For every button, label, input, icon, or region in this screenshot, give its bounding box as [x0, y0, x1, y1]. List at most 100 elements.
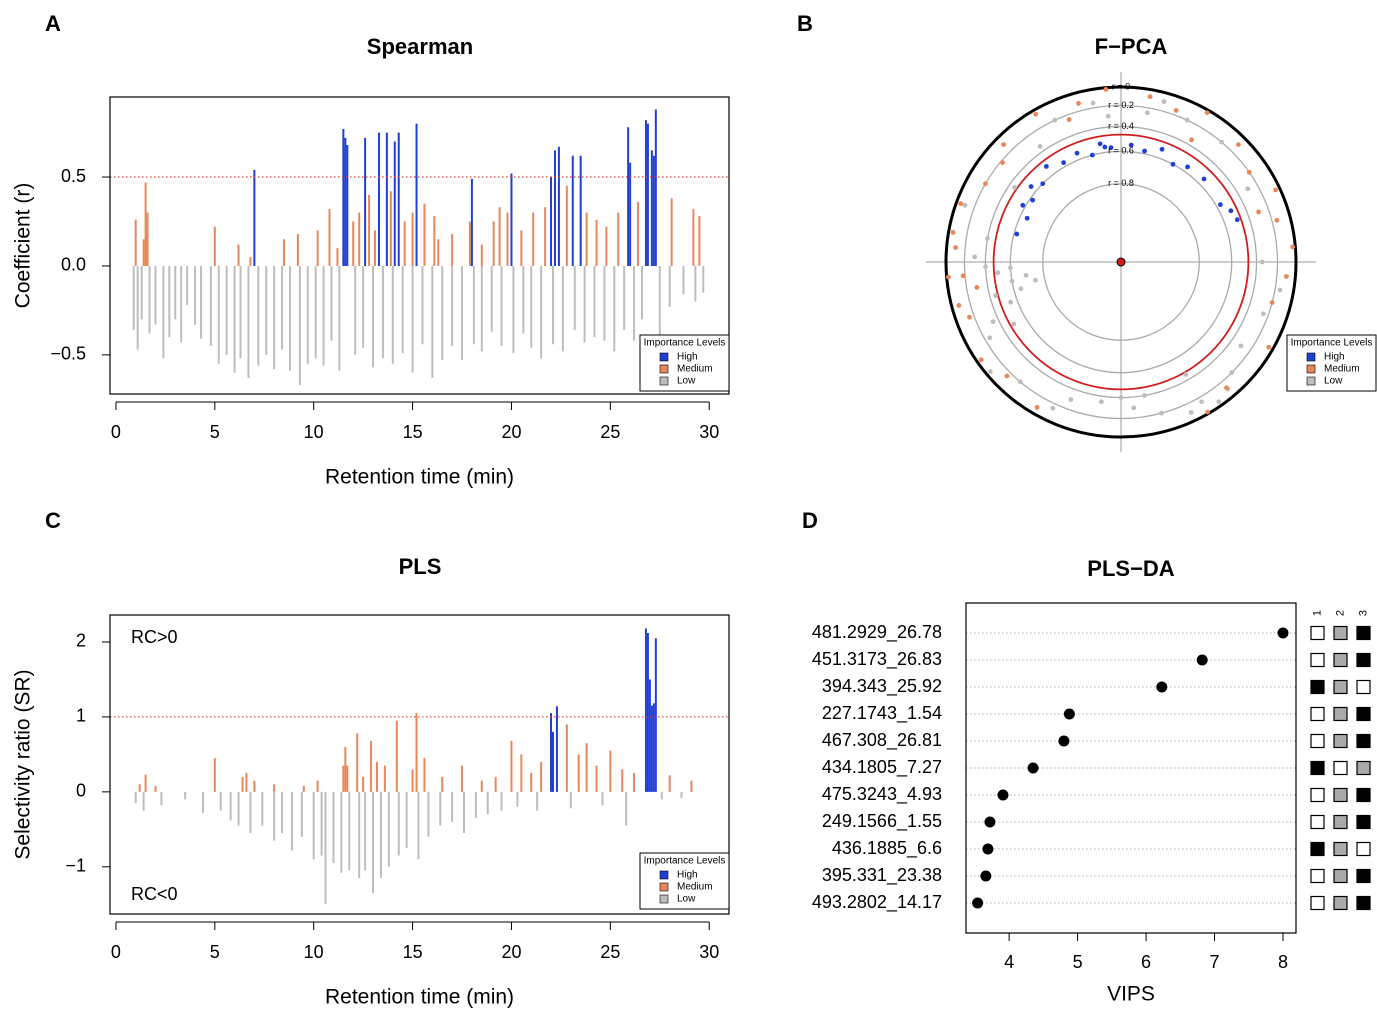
- point: [1246, 169, 1252, 175]
- category-label: 481.2929_26.78: [812, 622, 942, 643]
- heat-column-label: 1: [1311, 610, 1323, 616]
- category-label: 493.2802_14.17: [812, 892, 942, 913]
- legend-box: [639, 334, 730, 392]
- y-tick-label: 0.5: [61, 166, 86, 186]
- ring-label: r = 0.8: [1108, 178, 1134, 188]
- point: [1259, 259, 1265, 265]
- point: [1108, 145, 1114, 151]
- point: [1274, 217, 1280, 223]
- heat-cell: [1310, 814, 1325, 830]
- point: [950, 229, 956, 235]
- panel-label: C: [45, 508, 61, 533]
- point: [1001, 142, 1007, 148]
- heat-cell: [1356, 841, 1371, 857]
- x-axis-title: Retention time (min): [325, 466, 514, 489]
- dot: [984, 816, 996, 828]
- y-tick-label: −0.5: [50, 344, 86, 364]
- point: [1033, 111, 1039, 117]
- chart-title: PLS−DA: [1087, 556, 1175, 581]
- heat-column-label: 3: [1357, 610, 1369, 616]
- annotation: RC>0: [131, 627, 178, 647]
- point: [1068, 397, 1074, 402]
- x-tick-label: 10: [304, 942, 324, 962]
- x-tick-label: 25: [600, 942, 620, 962]
- legend-swatch: [659, 364, 669, 374]
- heat-cell: [1333, 895, 1348, 911]
- dot: [1058, 735, 1070, 747]
- heat-cell: [1310, 895, 1325, 911]
- point: [1183, 371, 1189, 377]
- heat-cell: [1333, 706, 1348, 722]
- point: [1009, 278, 1015, 284]
- point: [1228, 208, 1234, 214]
- point: [1089, 152, 1095, 158]
- category-label: 451.3173_26.83: [812, 649, 942, 670]
- heat-cell: [1310, 787, 1325, 803]
- point: [1118, 395, 1124, 400]
- point: [1188, 410, 1194, 415]
- heat-cell: [1356, 625, 1371, 641]
- point: [1235, 142, 1241, 148]
- y-tick-label: 2: [76, 631, 86, 651]
- point: [983, 181, 988, 187]
- point: [1159, 410, 1164, 416]
- category-label: 467.308_26.81: [822, 730, 942, 751]
- point: [1185, 164, 1190, 170]
- chart-title: Spearman: [367, 34, 473, 59]
- point: [1128, 142, 1134, 148]
- x-tick-label: 4: [1004, 952, 1014, 972]
- heat-cell: [1356, 787, 1371, 803]
- point: [1103, 87, 1109, 92]
- heat-cell: [1356, 760, 1371, 776]
- y-tick-label: 0: [76, 781, 86, 801]
- point: [946, 274, 951, 280]
- heat-cell: [1333, 733, 1348, 749]
- x-tick-label: 8: [1278, 952, 1288, 972]
- point: [958, 201, 964, 207]
- ring: [944, 85, 1298, 439]
- legend-label: Low: [677, 376, 696, 387]
- point: [1269, 300, 1275, 305]
- point: [1238, 343, 1244, 349]
- point: [1266, 344, 1272, 350]
- point: [1066, 117, 1072, 122]
- heat-cell: [1333, 679, 1348, 695]
- heat-cell: [1310, 652, 1325, 668]
- legend-label: Medium: [677, 882, 713, 893]
- point: [1020, 202, 1026, 208]
- x-tick-label: 0: [111, 942, 121, 962]
- x-axis-title: VIPS: [1107, 983, 1155, 1006]
- heat-column-label: 2: [1334, 610, 1346, 616]
- ring: [1009, 150, 1233, 374]
- point: [1023, 272, 1029, 278]
- legend-swatch: [1306, 364, 1316, 374]
- point: [1052, 117, 1058, 123]
- ring-label: r = 0: [1112, 81, 1130, 91]
- point: [1008, 299, 1014, 305]
- point: [983, 264, 988, 270]
- point: [1040, 181, 1046, 187]
- legend-label: High: [677, 870, 698, 881]
- dot: [1027, 762, 1039, 774]
- x-tick-label: 20: [501, 422, 521, 442]
- category-label: 475.3243_4.93: [822, 784, 942, 805]
- x-tick-label: 0: [111, 422, 121, 442]
- point: [1173, 107, 1179, 113]
- heat-cell: [1356, 706, 1371, 722]
- heat-cell: [1333, 868, 1348, 884]
- point: [1090, 100, 1096, 106]
- point: [1024, 215, 1030, 221]
- y-tick-label: 1: [76, 706, 86, 726]
- heat-cell: [1310, 733, 1325, 749]
- point: [1017, 379, 1023, 385]
- category-label: 227.1743_1.54: [822, 703, 942, 724]
- point: [960, 273, 966, 279]
- legend-label: High: [1324, 352, 1345, 363]
- point: [1014, 231, 1020, 237]
- category-label: 394.343_25.92: [822, 676, 942, 697]
- point: [1256, 209, 1261, 215]
- x-tick-label: 15: [403, 422, 423, 442]
- threshold-circle: [992, 133, 1250, 391]
- legend-swatch: [659, 376, 669, 386]
- point: [1204, 110, 1210, 116]
